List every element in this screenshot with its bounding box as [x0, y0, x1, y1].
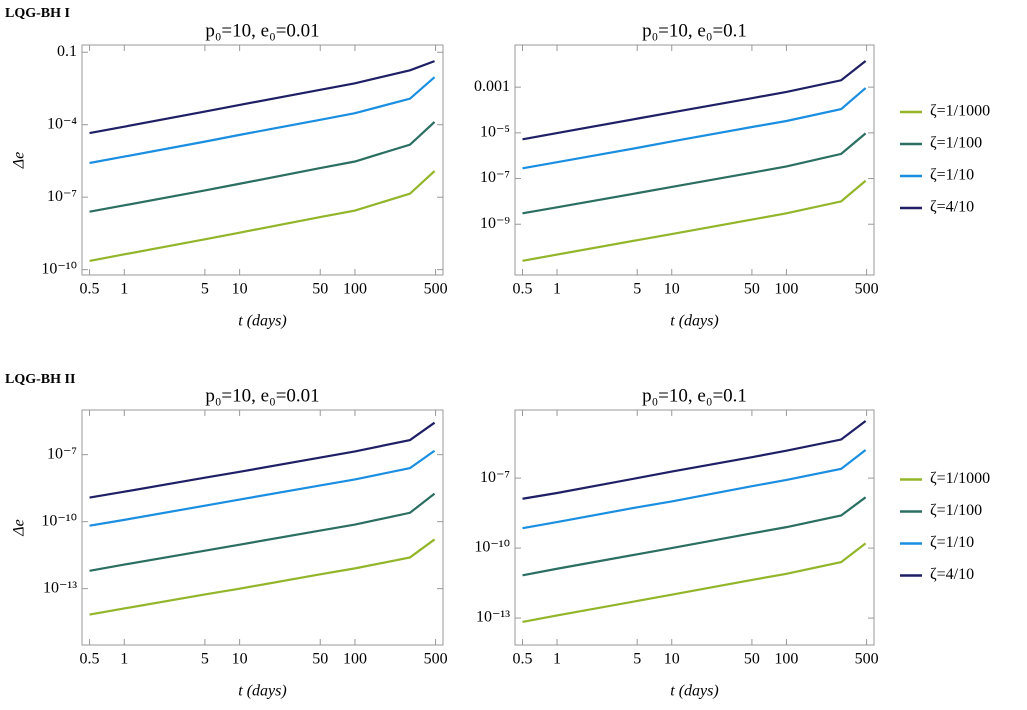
x-tick-label: 0.5 — [80, 281, 100, 298]
x-tick-label: 10 — [664, 281, 680, 298]
series-line — [89, 538, 436, 616]
x-axis-label: t (days) — [670, 313, 718, 330]
x-tick-label: 50 — [744, 651, 760, 668]
y-axis-label: Δe — [11, 152, 28, 170]
x-tick-label: 10 — [664, 651, 680, 668]
series-line — [522, 132, 867, 215]
y-tick-label: 0.1 — [57, 43, 77, 60]
x-tick-label: 100 — [774, 651, 798, 668]
y-tick-label: 10⁻¹³ — [43, 579, 77, 596]
y-tick-label: 10⁻¹⁰ — [474, 539, 510, 556]
legend-label: ζ=4/10 — [930, 566, 974, 583]
x-tick-label: 1 — [553, 651, 561, 668]
legend-label: ζ=1/100 — [930, 135, 982, 152]
x-tick-label: 500 — [424, 651, 448, 668]
series-line — [89, 449, 436, 527]
x-axis-label: t (days) — [238, 683, 286, 700]
series-line — [89, 492, 436, 572]
x-tick-label: 10 — [232, 281, 248, 298]
y-tick-label: 0.001 — [474, 78, 510, 95]
legend-label: ζ=4/10 — [930, 199, 974, 216]
x-tick-label: 1 — [553, 281, 561, 298]
y-tick-label: 10⁻⁴ — [47, 115, 77, 132]
x-tick-label: 5 — [201, 281, 209, 298]
x-tick-label: 0.5 — [513, 651, 533, 668]
series-line — [522, 87, 867, 170]
plot-frame — [81, 44, 444, 276]
y-tick-label: 10⁻⁷ — [47, 445, 77, 462]
chart-title: p₀=10, e₀=0.1 — [642, 385, 747, 406]
series-line — [522, 449, 867, 530]
x-tick-label: 50 — [744, 281, 760, 298]
x-tick-label: 5 — [201, 651, 209, 668]
y-tick-label: 10⁻⁹ — [480, 215, 510, 232]
legend-label: ζ=1/10 — [930, 167, 974, 184]
chart-title: p₀=10, e₀=0.01 — [205, 385, 319, 406]
legend-label: ζ=1/1000 — [930, 103, 990, 120]
section-label: LQG-BH II — [5, 372, 75, 387]
x-tick-label: 5 — [633, 281, 641, 298]
y-tick-label: 10⁻⁵ — [480, 124, 510, 141]
x-tick-label: 0.5 — [80, 651, 100, 668]
x-tick-label: 1 — [120, 651, 128, 668]
x-tick-label: 10 — [232, 651, 248, 668]
x-tick-label: 500 — [855, 281, 879, 298]
x-tick-label: 100 — [774, 281, 798, 298]
y-axis-label: Δe — [11, 519, 28, 537]
x-axis-label: t (days) — [670, 683, 718, 700]
series-line — [89, 60, 435, 135]
y-tick-label: 10⁻⁷ — [47, 188, 77, 205]
series-line — [89, 76, 436, 165]
plot-frame — [81, 409, 444, 646]
plot-frame — [514, 44, 875, 276]
x-tick-label: 100 — [343, 651, 367, 668]
y-tick-label: 10⁻¹³ — [476, 609, 510, 626]
series-line — [522, 179, 867, 262]
section-label: LQG-BH I — [5, 6, 70, 21]
series-line — [522, 60, 867, 141]
plot-frame — [514, 409, 875, 646]
series-line — [522, 542, 867, 624]
y-tick-label: 10⁻¹⁰ — [41, 260, 77, 277]
x-tick-label: 500 — [424, 281, 448, 298]
y-tick-label: 10⁻¹⁰ — [41, 512, 77, 529]
x-tick-label: 100 — [343, 281, 367, 298]
legend-label: ζ=1/100 — [930, 502, 982, 519]
x-tick-label: 0.5 — [513, 281, 533, 298]
x-tick-label: 5 — [633, 651, 641, 668]
x-tick-label: 1 — [120, 281, 128, 298]
series-line — [522, 496, 867, 577]
y-tick-label: 10⁻⁷ — [480, 169, 510, 186]
x-axis-label: t (days) — [238, 313, 286, 330]
series-line — [89, 421, 436, 499]
series-line — [89, 170, 436, 262]
chart-title: p₀=10, e₀=0.1 — [642, 20, 747, 41]
series-line — [522, 420, 867, 500]
x-tick-label: 500 — [855, 651, 879, 668]
x-tick-label: 50 — [312, 651, 328, 668]
legend-label: ζ=1/1000 — [930, 470, 990, 487]
chart-title: p₀=10, e₀=0.01 — [205, 20, 319, 41]
x-tick-label: 50 — [312, 281, 328, 298]
legend-label: ζ=1/10 — [930, 534, 974, 551]
series-line — [89, 121, 436, 213]
y-tick-label: 10⁻⁷ — [480, 469, 510, 486]
